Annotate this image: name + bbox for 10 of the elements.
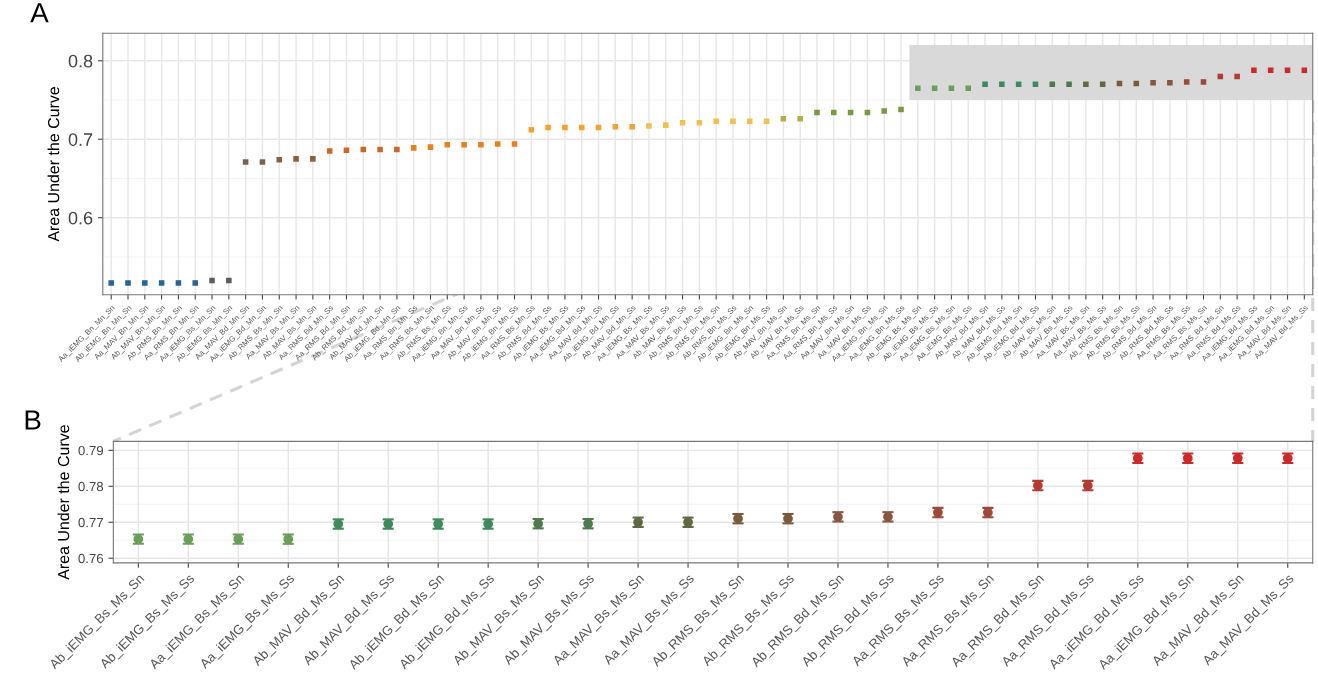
chart-title: B	[25, 410, 41, 430]
y-tick-label: 0.76	[78, 553, 104, 564]
y-tick-label: 0.8	[68, 54, 93, 68]
y-tick-label: 0.7	[68, 133, 93, 146]
y-tick-label: 0.6	[68, 211, 93, 225]
chart-title: A	[30, 3, 49, 23]
y-tick-label: 0.78	[78, 481, 104, 492]
y-axis-title: Area Under the Curve	[47, 87, 60, 242]
y-tick-label: 0.77	[78, 517, 103, 528]
y-tick-label: 0.79	[78, 445, 103, 456]
